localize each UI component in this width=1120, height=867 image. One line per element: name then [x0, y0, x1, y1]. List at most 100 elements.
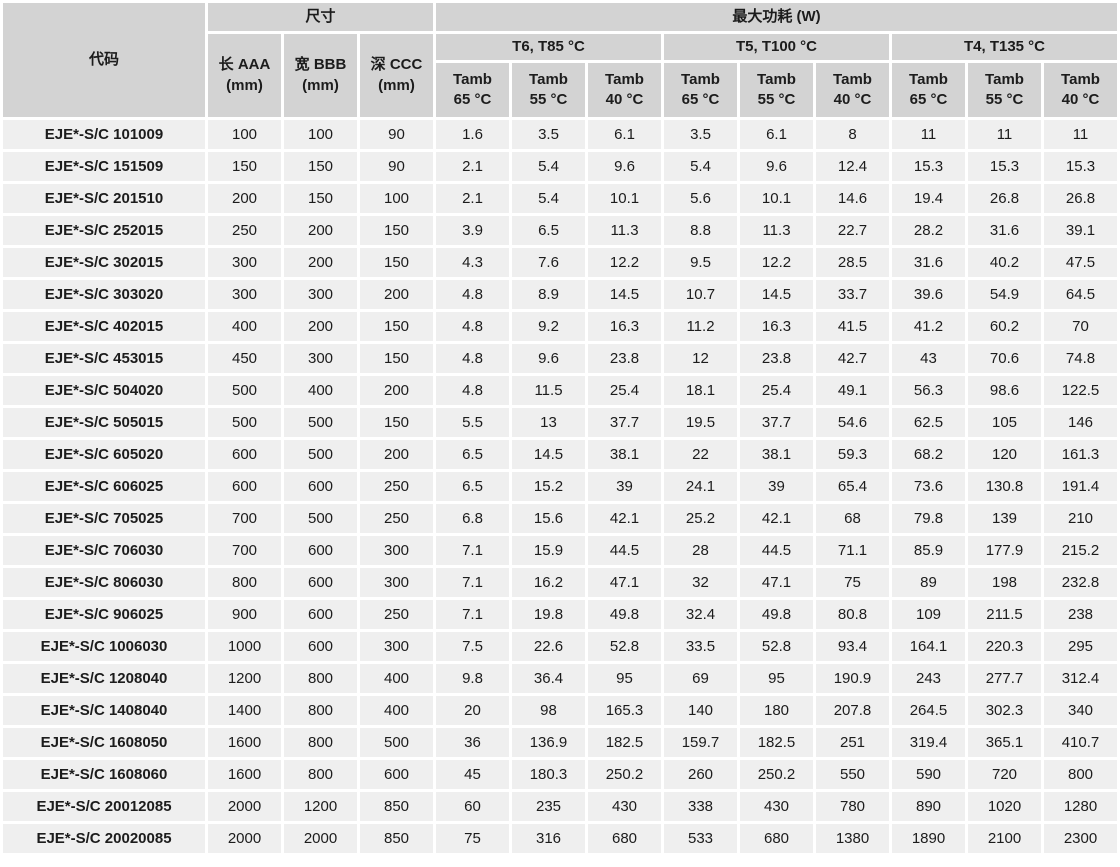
power-cell: 3.5 — [664, 120, 737, 149]
power-cell: 2300 — [1044, 824, 1117, 853]
header-tamb-t4-65: Tamb 65 °C — [892, 63, 965, 117]
power-cell: 800 — [1044, 760, 1117, 789]
power-cell: 28.2 — [892, 216, 965, 245]
power-cell: 54.9 — [968, 280, 1041, 309]
power-cell: 20 — [436, 696, 509, 725]
power-cell: 211.5 — [968, 600, 1041, 629]
dimension-cell: 600 — [284, 472, 357, 501]
power-cell: 24.1 — [664, 472, 737, 501]
dimension-cell: 800 — [284, 696, 357, 725]
power-cell: 39 — [740, 472, 813, 501]
power-cell: 10.7 — [664, 280, 737, 309]
power-cell: 210 — [1044, 504, 1117, 533]
power-cell: 4.8 — [436, 280, 509, 309]
power-cell: 14.5 — [740, 280, 813, 309]
power-cell: 250.2 — [588, 760, 661, 789]
dimension-cell: 300 — [360, 632, 433, 661]
power-cell: 1280 — [1044, 792, 1117, 821]
power-cell: 9.2 — [512, 312, 585, 341]
power-cell: 238 — [1044, 600, 1117, 629]
power-cell: 22.6 — [512, 632, 585, 661]
power-cell: 89 — [892, 568, 965, 597]
power-cell: 15.3 — [968, 152, 1041, 181]
dimension-cell: 800 — [284, 664, 357, 693]
power-cell: 9.6 — [740, 152, 813, 181]
power-cell: 79.8 — [892, 504, 965, 533]
power-cell: 26.8 — [1044, 184, 1117, 213]
code-cell: EJE*-S/C 1608050 — [3, 728, 205, 757]
dimension-cell: 100 — [284, 120, 357, 149]
power-cell: 198 — [968, 568, 1041, 597]
power-cell: 165.3 — [588, 696, 661, 725]
power-cell: 23.8 — [588, 344, 661, 373]
dimension-cell: 90 — [360, 152, 433, 181]
power-cell: 36.4 — [512, 664, 585, 693]
power-cell: 39.1 — [1044, 216, 1117, 245]
power-cell: 68 — [816, 504, 889, 533]
code-cell: EJE*-S/C 151509 — [3, 152, 205, 181]
dimension-cell: 1200 — [284, 792, 357, 821]
table-row: EJE*-S/C 1608060 1600 800 600 45 180.3 250.2 26… — [3, 760, 1117, 789]
header-group-t4: T4, T135 °C — [892, 34, 1117, 60]
power-cell: 25.4 — [740, 376, 813, 405]
dimension-cell: 90 — [360, 120, 433, 149]
code-cell: EJE*-S/C 1408040 — [3, 696, 205, 725]
dimension-cell: 800 — [208, 568, 281, 597]
power-cell: 11.3 — [740, 216, 813, 245]
power-cell: 7.1 — [436, 600, 509, 629]
dimension-cell: 900 — [208, 600, 281, 629]
power-cell: 80.8 — [816, 600, 889, 629]
power-cell: 13 — [512, 408, 585, 437]
dimension-cell: 600 — [284, 568, 357, 597]
dimension-cell: 2000 — [284, 824, 357, 853]
dimension-cell: 150 — [284, 184, 357, 213]
power-cell: 38.1 — [740, 440, 813, 469]
power-cell: 52.8 — [740, 632, 813, 661]
dimension-cell: 400 — [208, 312, 281, 341]
power-cell: 11 — [892, 120, 965, 149]
table-row: EJE*-S/C 605020 600 500 200 6.5 14.5 38.1 22 38.… — [3, 440, 1117, 469]
dimension-cell: 300 — [208, 248, 281, 277]
dimension-cell: 300 — [284, 344, 357, 373]
power-cell: 59.3 — [816, 440, 889, 469]
power-cell: 7.1 — [436, 568, 509, 597]
table-row: EJE*-S/C 706030 700 600 300 7.1 15.9 44.5 28 44.… — [3, 536, 1117, 565]
power-cell: 232.8 — [1044, 568, 1117, 597]
dimension-cell: 150 — [360, 248, 433, 277]
power-cell: 2100 — [968, 824, 1041, 853]
dimension-cell: 300 — [360, 568, 433, 597]
dimension-cell: 400 — [360, 696, 433, 725]
power-cell: 68.2 — [892, 440, 965, 469]
dimension-cell: 1600 — [208, 760, 281, 789]
power-cell: 47.1 — [740, 568, 813, 597]
dimension-cell: 400 — [284, 376, 357, 405]
power-cell: 12 — [664, 344, 737, 373]
header-dimensions: 尺寸 — [208, 3, 433, 31]
power-cell: 410.7 — [1044, 728, 1117, 757]
power-cell: 161.3 — [1044, 440, 1117, 469]
power-cell: 16.2 — [512, 568, 585, 597]
power-cell: 14.5 — [512, 440, 585, 469]
power-cell: 98.6 — [968, 376, 1041, 405]
dimension-cell: 600 — [360, 760, 433, 789]
header-tamb-t6-40: Tamb 40 °C — [588, 63, 661, 117]
power-cell: 28 — [664, 536, 737, 565]
power-cell: 75 — [436, 824, 509, 853]
dimension-cell: 150 — [360, 312, 433, 341]
power-cell: 47.1 — [588, 568, 661, 597]
power-cell: 140 — [664, 696, 737, 725]
power-cell: 70 — [1044, 312, 1117, 341]
power-cell: 4.8 — [436, 344, 509, 373]
power-cell: 316 — [512, 824, 585, 853]
header-dim-length: 长 AAA (mm) — [208, 34, 281, 117]
dimension-cell: 500 — [284, 440, 357, 469]
header-tamb-t6-65: Tamb 65 °C — [436, 63, 509, 117]
power-cell: 139 — [968, 504, 1041, 533]
power-cell: 93.4 — [816, 632, 889, 661]
dimension-cell: 150 — [284, 152, 357, 181]
power-cell: 11 — [1044, 120, 1117, 149]
dimension-cell: 450 — [208, 344, 281, 373]
power-cell: 109 — [892, 600, 965, 629]
power-cell: 15.9 — [512, 536, 585, 565]
power-cell: 136.9 — [512, 728, 585, 757]
